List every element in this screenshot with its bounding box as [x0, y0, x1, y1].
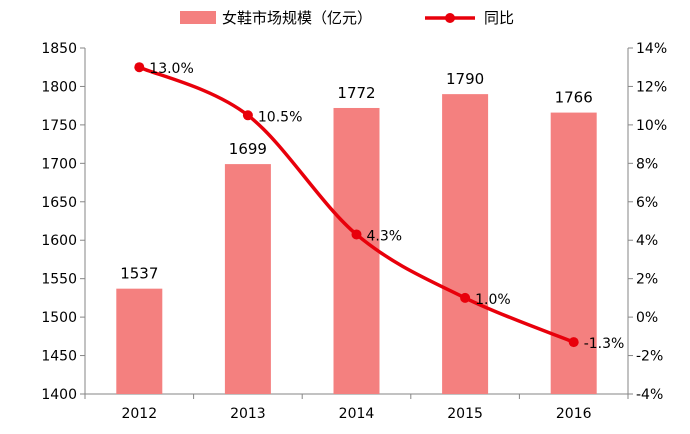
bar-data-label: 1772 — [337, 84, 375, 102]
right-tick-label: 4% — [636, 233, 658, 249]
left-tick-label: 1500 — [41, 310, 77, 326]
bar-data-label: 1537 — [120, 265, 158, 283]
left-tick-label: 1750 — [41, 118, 77, 134]
right-tick-label: 8% — [636, 156, 658, 172]
bar — [442, 94, 489, 394]
x-tick-label: 2013 — [230, 406, 266, 422]
left-tick-label: 1700 — [41, 156, 77, 172]
left-tick-label: 1400 — [41, 387, 77, 403]
line-data-label: 4.3% — [367, 228, 403, 244]
left-tick-label: 1450 — [41, 349, 77, 365]
legend-bar-label: 女鞋市场规模（亿元） — [222, 9, 372, 27]
x-tick-label: 2014 — [339, 406, 375, 422]
line-point — [242, 110, 253, 121]
legend-bar-swatch — [180, 11, 216, 24]
bar-data-label: 1766 — [555, 89, 593, 107]
right-tick-label: -2% — [636, 349, 663, 365]
line-data-label: -1.3% — [584, 336, 625, 352]
right-tick-label: 6% — [636, 195, 658, 211]
right-tick-label: 14% — [636, 41, 667, 57]
line-point — [351, 229, 362, 240]
line-data-label: 1.0% — [475, 292, 511, 308]
right-tick-label: 2% — [636, 272, 658, 288]
x-tick-label: 2016 — [556, 406, 592, 422]
left-tick-label: 1600 — [41, 233, 77, 249]
left-tick-label: 1550 — [41, 272, 77, 288]
bar — [116, 288, 163, 394]
right-tick-label: 10% — [636, 118, 667, 134]
bar — [224, 164, 271, 394]
bar-data-label: 1699 — [229, 140, 267, 158]
right-tick-label: 0% — [636, 310, 658, 326]
line-data-label: 10.5% — [258, 109, 302, 125]
line-point — [460, 292, 471, 303]
legend-line-marker — [445, 13, 455, 23]
line-point — [568, 337, 579, 348]
bar-data-label: 1790 — [446, 70, 484, 88]
line-data-label: 13.0% — [149, 61, 193, 77]
x-tick-label: 2012 — [121, 406, 157, 422]
right-tick-label: -4% — [636, 387, 663, 403]
left-tick-label: 1650 — [41, 195, 77, 211]
bar — [333, 107, 380, 395]
x-tick-label: 2015 — [447, 406, 483, 422]
legend-line-label: 同比 — [484, 9, 514, 27]
line-point — [134, 62, 145, 73]
right-tick-label: 12% — [636, 79, 667, 95]
left-tick-label: 1850 — [41, 41, 77, 57]
left-tick-label: 1800 — [41, 79, 77, 95]
